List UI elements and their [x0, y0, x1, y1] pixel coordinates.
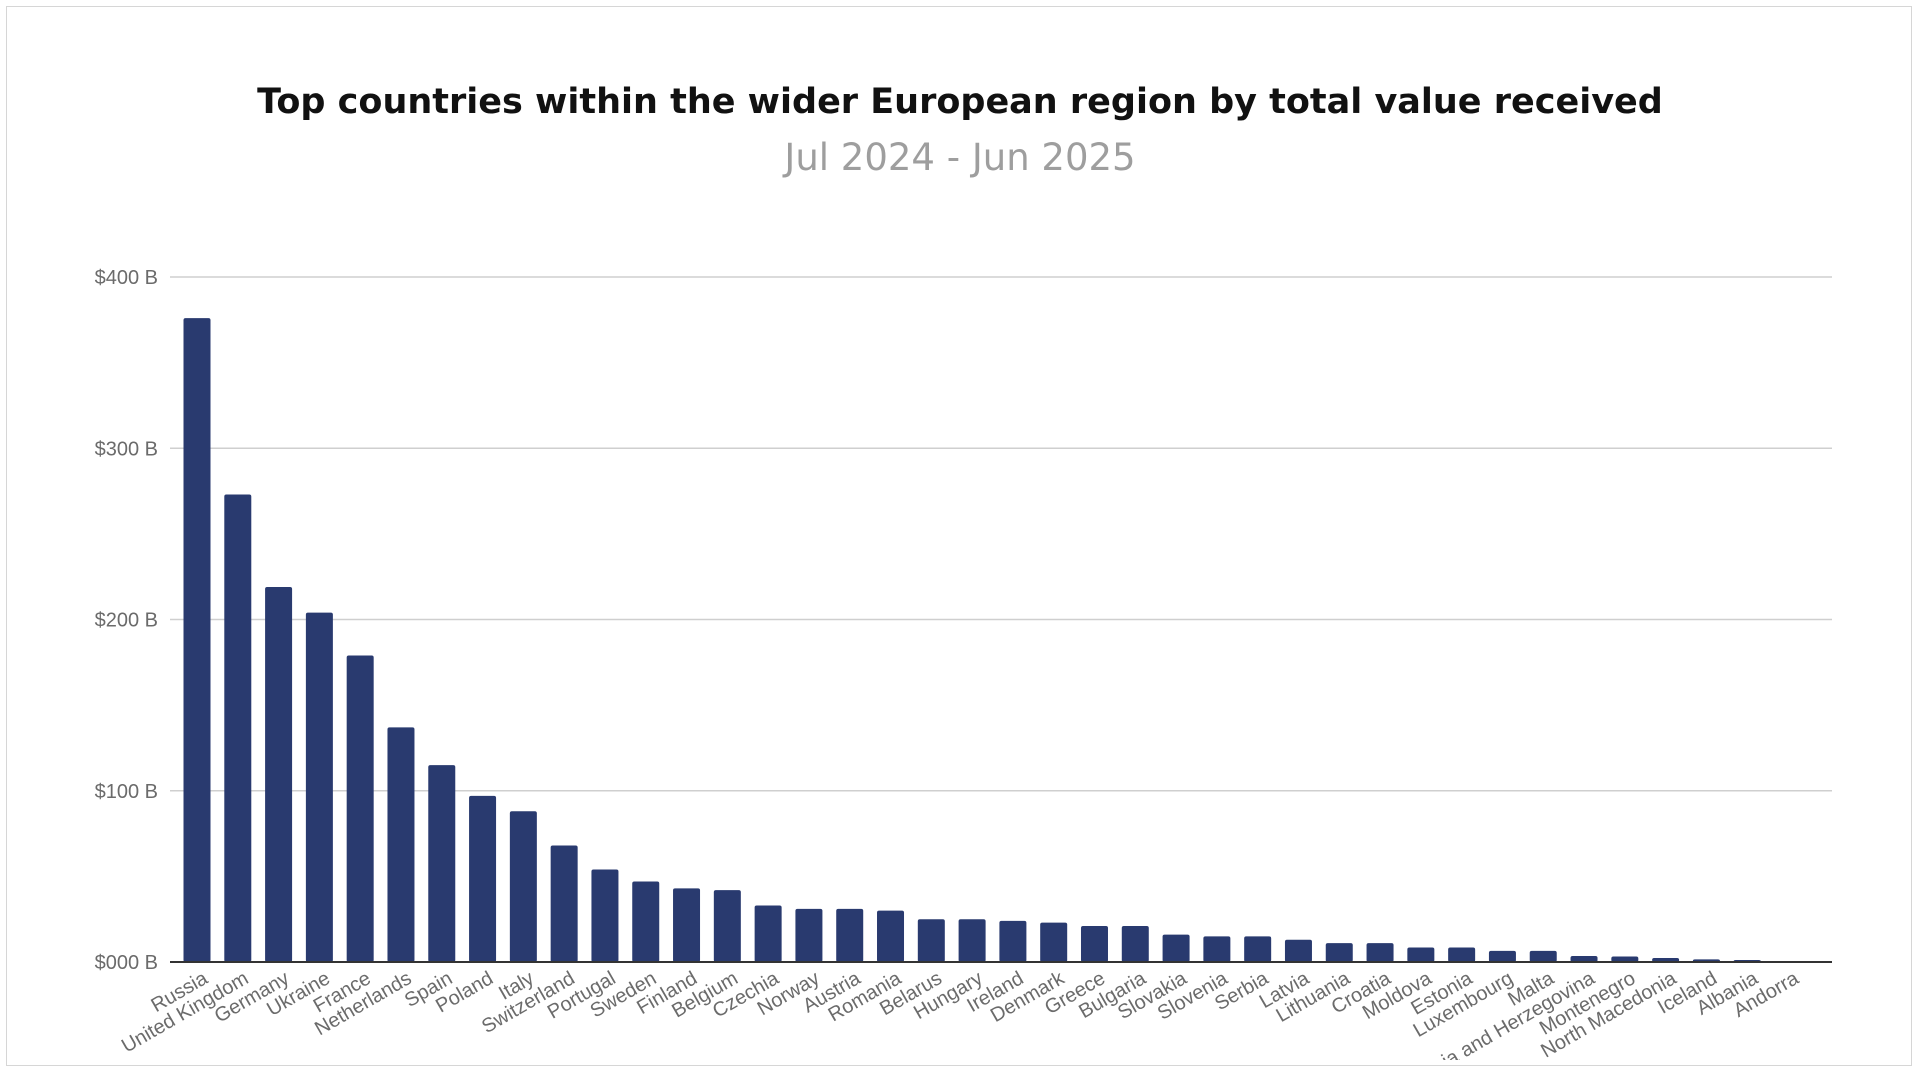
bar [795, 908, 823, 962]
bar [1325, 943, 1353, 962]
y-tick-label: $300 B [95, 438, 158, 460]
bar [1203, 936, 1231, 962]
bar [1570, 956, 1598, 962]
bar [1162, 934, 1190, 962]
bar [632, 881, 660, 962]
bar [754, 905, 782, 962]
bar [387, 727, 415, 962]
bar [1366, 943, 1394, 962]
chart-subtitle: Jul 2024 - Jun 2025 [784, 136, 1136, 179]
bar [469, 795, 497, 962]
bar [673, 888, 701, 962]
y-tick-label: $400 B [95, 267, 158, 289]
bar [836, 908, 864, 962]
bar [1040, 922, 1068, 962]
chart-title: Top countries within the wider European … [257, 82, 1663, 122]
y-tick-label: $000 B [95, 952, 158, 974]
bar [713, 890, 741, 962]
y-tick-label: $200 B [95, 610, 158, 632]
bar [1284, 939, 1312, 962]
bar [917, 919, 945, 962]
y-tick-label: $100 B [95, 781, 158, 803]
bar [591, 869, 619, 962]
bar [999, 920, 1027, 962]
bar [509, 811, 537, 962]
bar [1080, 926, 1108, 962]
bars [183, 318, 1802, 963]
gridlines [170, 276, 1832, 792]
y-axis-tick-labels: $000 B $100 B $200 B $300 B $400 B [95, 267, 158, 974]
bar [1448, 947, 1476, 962]
bar [428, 765, 456, 962]
bar [224, 494, 252, 962]
bar [1488, 950, 1516, 962]
bar [265, 586, 293, 962]
bar [1611, 956, 1639, 962]
bar [877, 910, 905, 962]
bar [346, 655, 374, 962]
bar [305, 612, 333, 962]
bar [1529, 950, 1557, 962]
bar [550, 845, 578, 962]
bar [958, 919, 986, 962]
bar [1121, 926, 1149, 962]
bar [1407, 947, 1435, 962]
bar [1244, 936, 1272, 962]
bar [183, 318, 211, 963]
